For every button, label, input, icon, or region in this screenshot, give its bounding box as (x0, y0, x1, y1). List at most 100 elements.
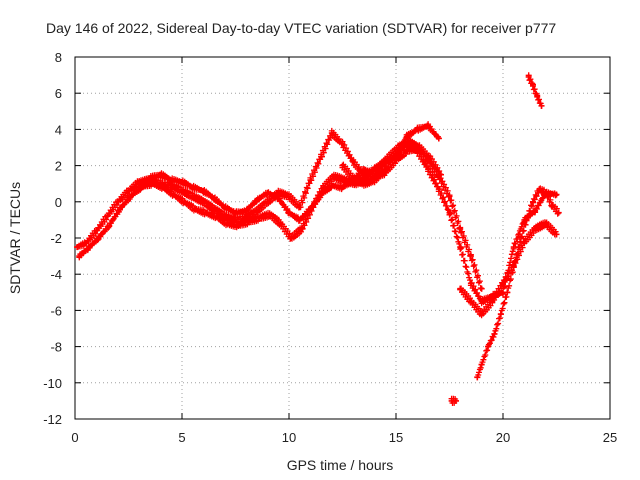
data-point (189, 184, 196, 191)
data-point (373, 166, 380, 173)
data-point (253, 196, 260, 203)
data-point (549, 202, 556, 209)
data-point (382, 166, 389, 173)
data-point (538, 102, 545, 109)
data-point (478, 285, 485, 292)
data-point (266, 211, 273, 218)
data-point (555, 209, 562, 216)
data-point (200, 187, 207, 194)
data-point (286, 209, 292, 216)
data-point (318, 191, 325, 198)
y-tick-label: -6 (50, 303, 62, 318)
data-point (179, 178, 185, 185)
data-point (504, 289, 511, 296)
y-tick-label: -12 (43, 412, 62, 427)
series-markers (474, 185, 562, 380)
data-point (82, 240, 89, 247)
series-track-c (136, 142, 485, 292)
data-point (307, 177, 314, 184)
data-point (485, 343, 492, 350)
series-track-e (457, 219, 560, 319)
data-point (264, 189, 271, 196)
x-axis-label: GPS time / hours (287, 457, 394, 473)
chart-title: Day 146 of 2022, Sidereal Day-to-day VTE… (46, 20, 556, 36)
data-point (500, 280, 506, 287)
data-point (296, 216, 303, 223)
data-point (223, 220, 230, 227)
data-point (159, 184, 166, 191)
data-point (371, 177, 378, 184)
data-point (414, 148, 421, 155)
y-tick-label: -2 (50, 231, 62, 246)
data-point (202, 209, 209, 216)
data-point (191, 206, 198, 213)
data-point (232, 209, 239, 216)
data-point (74, 244, 81, 251)
data-point (467, 280, 474, 287)
data-point (491, 330, 498, 337)
data-point (339, 162, 346, 169)
data-point (243, 207, 250, 214)
x-tick-label: 20 (496, 430, 510, 445)
data-point (457, 285, 464, 292)
data-point (256, 215, 263, 222)
data-point (457, 244, 464, 251)
y-tick-label: 0 (55, 195, 62, 210)
x-tick-label: 0 (71, 430, 78, 445)
data-point (350, 158, 357, 165)
data-point (125, 187, 132, 194)
data-point (179, 187, 185, 194)
x-tick-label: 15 (389, 430, 403, 445)
data-point (425, 122, 432, 129)
y-tick-label: 4 (55, 122, 62, 137)
data-point (446, 193, 453, 200)
data-point (339, 184, 346, 191)
data-point (457, 225, 464, 232)
series-track-f (474, 185, 562, 381)
data-point (360, 166, 367, 173)
y-tick-label: 6 (55, 86, 62, 101)
data-point (221, 204, 228, 211)
data-point (532, 225, 539, 232)
data-point (525, 73, 532, 80)
data-point (553, 191, 560, 198)
data-point (95, 235, 102, 241)
data-point (553, 231, 560, 238)
data-point (341, 177, 348, 184)
data-point (414, 126, 421, 133)
y-tick-label: -10 (43, 376, 62, 391)
series-track-b (76, 136, 444, 261)
data-point (114, 198, 121, 205)
data-point (264, 198, 271, 205)
data-point (253, 207, 260, 214)
data-point (146, 175, 153, 182)
data-point (288, 235, 295, 241)
x-tick-label: 5 (178, 430, 185, 445)
data-point (157, 171, 164, 178)
data-point (542, 189, 549, 196)
data-point (168, 177, 175, 184)
y-tick-label: -8 (50, 340, 62, 355)
series-track-a (74, 121, 442, 251)
data-point (435, 135, 442, 142)
data-point (213, 213, 220, 220)
data-point (245, 218, 252, 225)
data-point (328, 182, 335, 189)
data-point (474, 374, 481, 381)
data-point (181, 198, 188, 205)
series-segment-g (525, 72, 545, 109)
y-axis-label: SDTVAR / TECUs (7, 182, 23, 294)
data-point (296, 204, 303, 211)
data-point (534, 93, 541, 100)
y-axis-ticks: -12 -10 -8 -6 -4 -2 0 2 4 6 8 (43, 50, 610, 427)
data-point (435, 186, 442, 193)
y-tick-label: 2 (55, 159, 62, 174)
data-point (106, 222, 113, 229)
data-point (136, 184, 143, 191)
data-point (510, 263, 517, 270)
data-point (529, 198, 536, 205)
data-point (435, 173, 442, 180)
data-point (350, 175, 357, 182)
data-point (84, 245, 91, 252)
